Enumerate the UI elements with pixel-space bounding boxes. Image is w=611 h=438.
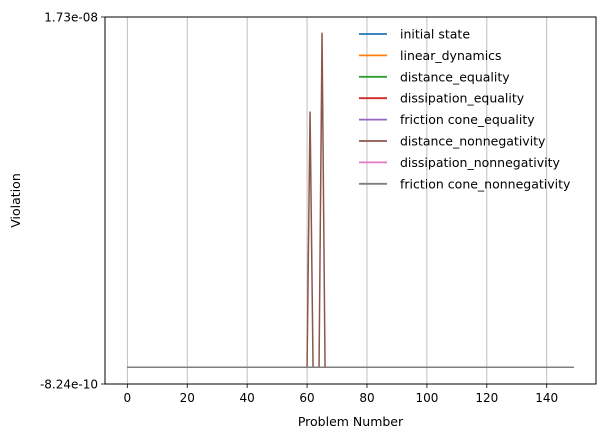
legend-label: dissipation_equality [400, 91, 525, 106]
legend-label: friction cone_nonnegativity [400, 176, 571, 191]
legend-label: distance_equality [400, 69, 510, 84]
x-tick-label: 0 [123, 391, 131, 405]
legend-label: dissipation_nonnegativity [400, 155, 561, 170]
x-tick-label: 60 [299, 391, 314, 405]
x-tick-label: 120 [475, 391, 498, 405]
x-tick-label: 80 [359, 391, 374, 405]
legend-label: friction cone_equality [400, 112, 535, 127]
series-lines [127, 32, 574, 369]
x-axis-label: Problem Number [298, 414, 404, 429]
y-tick-label: 1.73e-08 [44, 11, 98, 25]
x-tick-label: 140 [535, 391, 558, 405]
axes-frame [104, 16, 597, 385]
legend-label: linear_dynamics [400, 48, 502, 63]
y-tick-label: -8.24e-10 [40, 378, 98, 392]
legend-label: distance_nonnegativity [400, 134, 546, 149]
x-grid [126, 17, 548, 384]
y-axis-label: Violation [8, 173, 23, 227]
x-axis-ticks: 0 20 40 60 80 100 120 140 [123, 384, 558, 405]
legend-label: initial state [400, 27, 470, 42]
legend: initial state linear_dynamics distance_equ… [359, 27, 571, 191]
x-tick-label: 40 [240, 391, 255, 405]
x-tick-label: 100 [415, 391, 438, 405]
x-tick-label: 20 [180, 391, 195, 405]
y-axis-ticks: -8.24e-10 1.73e-08 [40, 11, 105, 392]
